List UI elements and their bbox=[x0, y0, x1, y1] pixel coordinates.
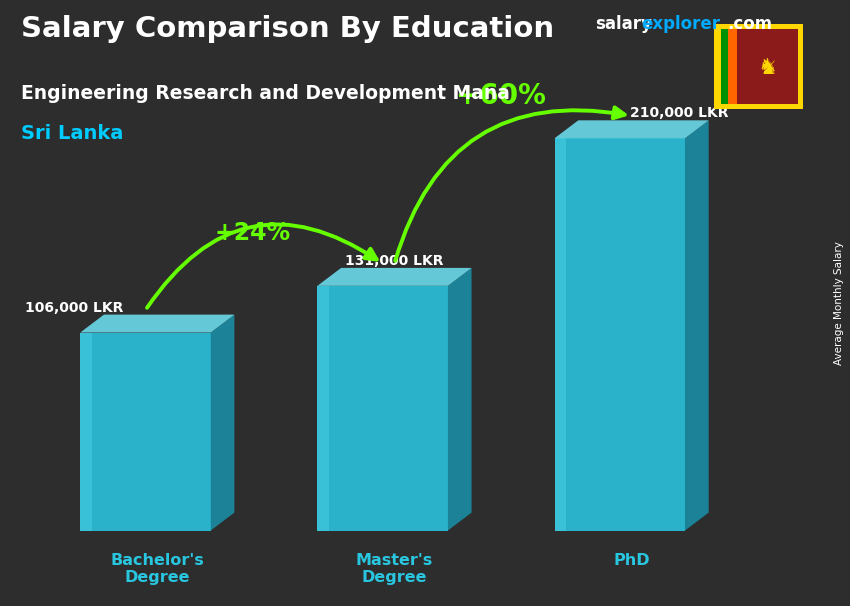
Text: ⚔: ⚔ bbox=[762, 59, 776, 74]
Text: Salary Comparison By Education: Salary Comparison By Education bbox=[21, 15, 554, 43]
Polygon shape bbox=[211, 315, 235, 530]
Polygon shape bbox=[80, 333, 211, 530]
Text: Master's
Degree: Master's Degree bbox=[356, 553, 434, 585]
Text: +60%: +60% bbox=[456, 81, 547, 110]
Polygon shape bbox=[685, 121, 709, 530]
Polygon shape bbox=[554, 138, 685, 530]
FancyBboxPatch shape bbox=[737, 29, 798, 104]
Polygon shape bbox=[317, 286, 448, 530]
Polygon shape bbox=[317, 268, 472, 286]
Text: 131,000 LKR: 131,000 LKR bbox=[345, 254, 444, 268]
Text: Average Monthly Salary: Average Monthly Salary bbox=[834, 241, 844, 365]
Polygon shape bbox=[80, 333, 92, 530]
Text: Sri Lanka: Sri Lanka bbox=[21, 124, 123, 143]
FancyBboxPatch shape bbox=[728, 29, 737, 104]
Polygon shape bbox=[317, 286, 329, 530]
Text: 210,000 LKR: 210,000 LKR bbox=[630, 106, 728, 121]
FancyBboxPatch shape bbox=[721, 29, 728, 104]
Polygon shape bbox=[554, 138, 566, 530]
Text: 106,000 LKR: 106,000 LKR bbox=[26, 301, 123, 315]
Text: ♞: ♞ bbox=[757, 58, 778, 78]
Text: PhD: PhD bbox=[614, 553, 650, 568]
Text: Bachelor's
Degree: Bachelor's Degree bbox=[110, 553, 204, 585]
Text: +24%: +24% bbox=[214, 221, 290, 245]
Text: salary: salary bbox=[595, 15, 652, 33]
Text: .com: .com bbox=[728, 15, 773, 33]
Text: explorer: explorer bbox=[642, 15, 721, 33]
Text: Engineering Research and Development Mana: Engineering Research and Development Man… bbox=[21, 84, 510, 102]
FancyBboxPatch shape bbox=[714, 24, 803, 109]
Polygon shape bbox=[80, 315, 235, 333]
Polygon shape bbox=[448, 268, 472, 530]
Polygon shape bbox=[554, 121, 709, 138]
